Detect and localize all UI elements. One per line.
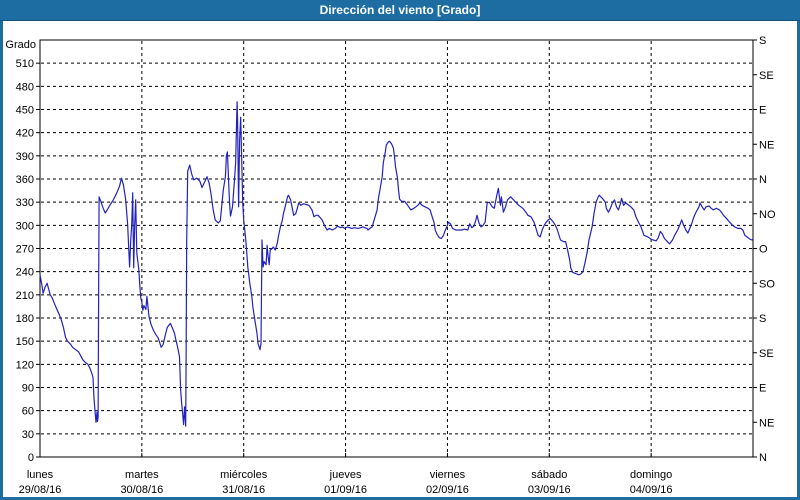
y-left-tick-label: 0 bbox=[28, 452, 34, 464]
chart-title-bar: Dirección del viento [Grado] bbox=[0, 0, 800, 21]
y-right-compass-label: SE bbox=[759, 348, 774, 360]
y-right-compass-label: N bbox=[759, 452, 767, 464]
x-day-name: jueves bbox=[329, 469, 362, 481]
y-right-compass-label: E bbox=[759, 105, 766, 117]
y-right-compass-label: NE bbox=[759, 139, 774, 151]
y-right-compass-label: SE bbox=[759, 70, 774, 82]
y-left-tick-label: 60 bbox=[22, 406, 34, 418]
x-day-name: viernes bbox=[430, 469, 466, 481]
x-day-date: 01/09/16 bbox=[324, 484, 367, 496]
y-left-tick-label: 360 bbox=[16, 174, 34, 186]
x-day-date: 03/09/16 bbox=[528, 484, 571, 496]
y-left-tick-label: 270 bbox=[16, 244, 34, 256]
x-day-name: miércoles bbox=[220, 469, 268, 481]
y-right-compass-label: O bbox=[759, 244, 768, 256]
y-left-tick-label: 450 bbox=[16, 105, 34, 117]
y-left-tick-label: 480 bbox=[16, 81, 34, 93]
y-right-compass-label: E bbox=[759, 383, 766, 395]
y-right-compass-label: S bbox=[759, 35, 766, 47]
x-day-date: 31/08/16 bbox=[222, 484, 265, 496]
x-day-date: 02/09/16 bbox=[426, 484, 469, 496]
y-right-compass-label: SO bbox=[759, 278, 775, 290]
y-right-compass-label: N bbox=[759, 174, 767, 186]
chart-panel bbox=[3, 21, 797, 497]
y-left-tick-label: 150 bbox=[16, 336, 34, 348]
y-left-tick-label: 390 bbox=[16, 151, 34, 163]
y-axis-title: Grado bbox=[5, 39, 36, 51]
y-left-tick-label: 210 bbox=[16, 290, 34, 302]
y-left-tick-label: 510 bbox=[16, 58, 34, 70]
chart-title: Dirección del viento [Grado] bbox=[319, 3, 481, 17]
x-day-name: lunes bbox=[27, 469, 54, 481]
y-left-tick-label: 30 bbox=[22, 429, 34, 441]
y-left-tick-label: 300 bbox=[16, 220, 34, 232]
x-day-name: martes bbox=[125, 469, 159, 481]
wind-direction-line bbox=[39, 101, 754, 427]
x-day-date: 04/09/16 bbox=[630, 484, 673, 496]
y-left-tick-label: 90 bbox=[22, 383, 34, 395]
y-left-tick-label: 180 bbox=[16, 313, 34, 325]
x-day-name: domingo bbox=[630, 469, 672, 481]
y-left-tick-label: 420 bbox=[16, 128, 34, 140]
y-left-tick-label: 330 bbox=[16, 197, 34, 209]
y-right-compass-label: NO bbox=[759, 209, 776, 221]
x-day-date: 30/08/16 bbox=[120, 484, 163, 496]
x-day-name: sábado bbox=[531, 469, 567, 481]
y-right-compass-label: S bbox=[759, 313, 766, 325]
x-day-date: 29/08/16 bbox=[19, 484, 62, 496]
y-left-tick-label: 240 bbox=[16, 267, 34, 279]
y-left-tick-label: 120 bbox=[16, 359, 34, 371]
y-right-compass-label: NE bbox=[759, 417, 774, 429]
